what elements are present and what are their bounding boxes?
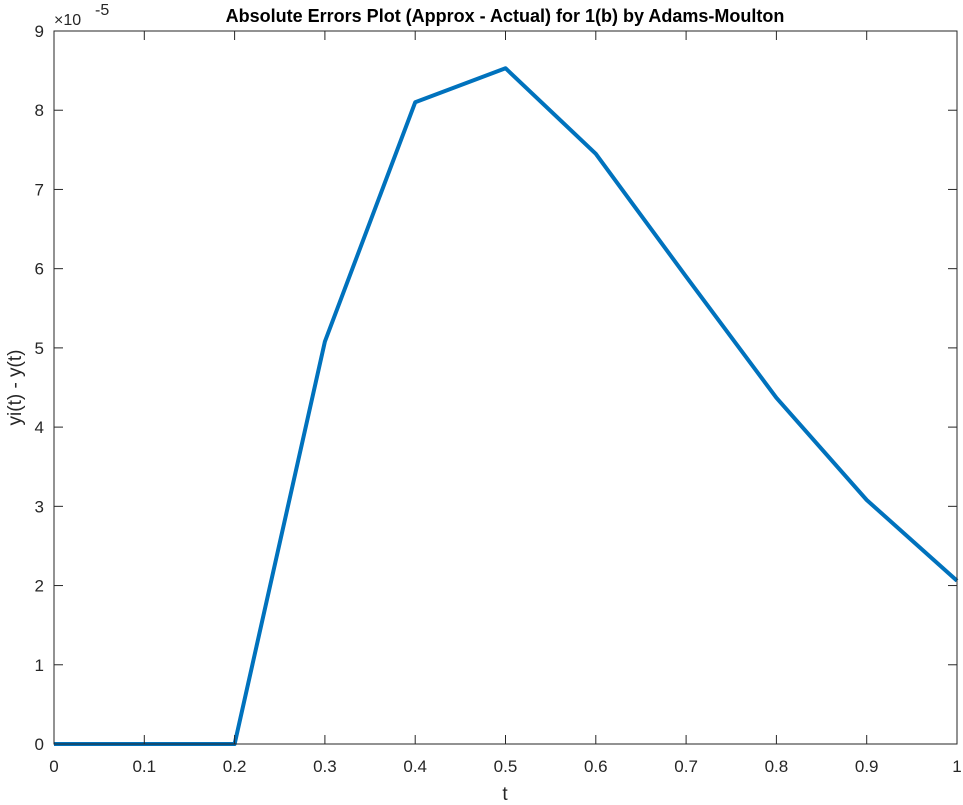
y-ticks: 0 1 2 3 4 5 6 7 8 9 [35, 22, 957, 754]
x-ticks: 0 0.1 0.2 0.3 0.4 0.5 0.6 0.7 0.8 0.9 1 [49, 31, 962, 776]
y-exponent: ×10 -5 [54, 2, 109, 29]
y-exponent-base: ×10 [54, 12, 81, 29]
data-point [684, 275, 688, 279]
x-tick-label: 0.6 [584, 757, 608, 776]
x-tick-label: 0 [49, 757, 58, 776]
data-point [413, 100, 417, 104]
x-tick-label: 0.8 [765, 757, 789, 776]
y-tick-label: 4 [35, 418, 44, 437]
data-point [323, 340, 327, 344]
y-tick-label: 5 [35, 339, 44, 358]
chart-title: Absolute Errors Plot (Approx - Actual) f… [226, 6, 785, 26]
x-tick-label: 0.5 [494, 757, 518, 776]
x-tick-label: 0.9 [855, 757, 879, 776]
plot-area-background [54, 31, 957, 744]
x-tick-label: 0.1 [132, 757, 156, 776]
x-axis-label: t [502, 784, 508, 805]
x-tick-label: 0.4 [403, 757, 427, 776]
y-tick-label: 0 [35, 735, 44, 754]
y-tick-label: 3 [35, 497, 44, 516]
y-tick-label: 6 [35, 260, 44, 279]
data-point [594, 152, 598, 156]
y-tick-label: 1 [35, 656, 44, 675]
y-axis-label: yi(t) - y(t) [5, 350, 26, 426]
x-tick-label: 1 [952, 757, 961, 776]
y-tick-label: 8 [35, 101, 44, 120]
x-tick-label: 0.7 [674, 757, 698, 776]
y-tick-label: 7 [35, 180, 44, 199]
x-tick-label: 0.2 [223, 757, 247, 776]
data-point [865, 498, 869, 502]
y-exponent-power: -5 [95, 2, 109, 19]
y-tick-label: 2 [35, 577, 44, 596]
data-point [774, 396, 778, 400]
data-point [504, 66, 508, 70]
x-tick-label: 0.3 [313, 757, 337, 776]
y-tick-label: 9 [35, 22, 44, 41]
